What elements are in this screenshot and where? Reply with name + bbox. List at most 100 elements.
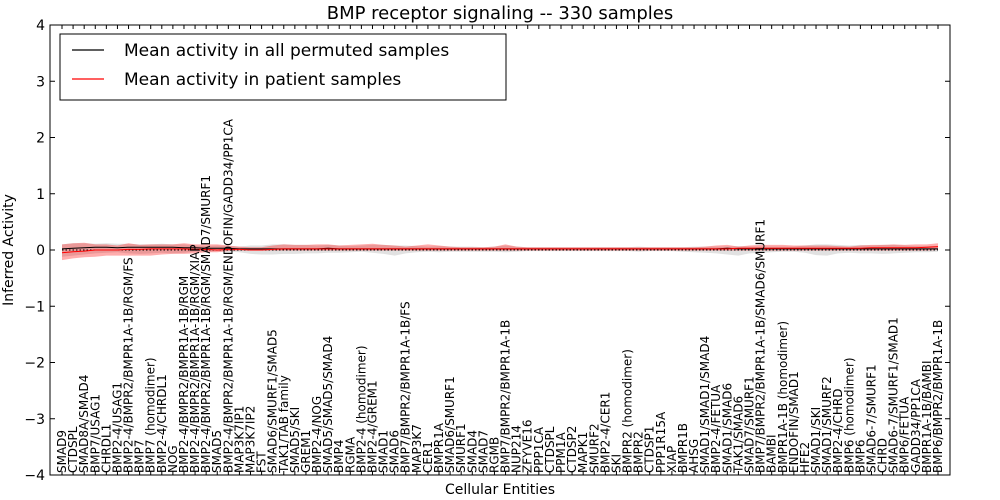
x-tick-label: BMP6 xyxy=(853,440,867,473)
x-tick-label: CTDSP1 xyxy=(643,426,657,473)
x-tick-label: ENDOFIN/SMAD1 xyxy=(787,371,801,473)
x-tick-label: BMP2-4/BMPR2/BMPR1A-1B/RGM/ENDOFIN/GADD3… xyxy=(221,118,235,473)
x-tick-label: BMP2-4/BMPR2/BMPR1A-1B/RGM/FS xyxy=(122,257,136,473)
y-tick-label: 3 xyxy=(36,74,45,90)
x-tick-label: BMPR1B xyxy=(676,423,690,473)
x-tick-label: MAP3K7IP1 xyxy=(232,406,246,473)
x-tick-label: BMP2-4/CHRD xyxy=(831,389,845,473)
x-tick-label: SMAD1/SMURF2 xyxy=(820,376,834,473)
legend: Mean activity in all permuted samples Mea… xyxy=(59,33,507,101)
x-tick-label: TAK1/SMAD6 xyxy=(731,396,745,474)
x-tick-label: GREM1 xyxy=(299,430,313,473)
x-tick-label: BMP2-4/FETUA xyxy=(709,384,723,473)
legend-label: Mean activity in patient samples xyxy=(124,70,401,90)
x-tick-label: BMP2-4/BMPR2/BMPR1A-1B/RGM xyxy=(177,276,191,473)
x-axis-label: Cellular Entities xyxy=(445,482,555,498)
x-tick-label: SMAD1/SMAD6 xyxy=(720,383,734,473)
y-tick-label: −3 xyxy=(24,412,45,428)
x-tick-label: SMAD5/SMAD5/SMAD4 xyxy=(321,336,335,473)
x-tick-label: BMP7 (homodimer) xyxy=(144,357,158,473)
x-tick-label: SMAD6/SMURF1/SMAD5 xyxy=(266,329,280,473)
x-tick-label: RGMB xyxy=(487,437,501,473)
x-tick-label: SMAD4 xyxy=(465,430,479,473)
x-tick-label: BMPR2 xyxy=(632,431,646,473)
x-tick-label: AHSG xyxy=(687,439,701,473)
x-tick-label: BMP7/USAG1 xyxy=(88,394,102,473)
x-tick-label: SMURF1 xyxy=(454,423,468,473)
x-tick-label: BMP2-4/NOG xyxy=(310,396,324,473)
axes: −4 −3 −2 −1 0 1 2 3 4 xyxy=(24,18,951,484)
x-tick-label: SMAD6-7/SMURF1/SMAD1 xyxy=(887,317,901,473)
x-tick-label: XIAP xyxy=(665,446,679,473)
x-tick-label: CTDSPL xyxy=(543,426,557,473)
x-tick-label: SMAD7/SMURF1 xyxy=(742,376,756,473)
x-tick-label: PPP1R15A xyxy=(654,411,668,473)
x-tick-label: SMAD6/SMURF1 xyxy=(443,376,457,473)
y-tick-label: −1 xyxy=(24,299,45,315)
x-tick-label: SMAD6 xyxy=(388,430,402,473)
x-tick-label: PPP1CA xyxy=(532,426,546,473)
patient-mean-line xyxy=(61,246,939,254)
x-tick-label: SMAD7 xyxy=(476,430,490,473)
x-tick-label: CTDSPL xyxy=(66,426,80,473)
x-tick-label: BMP2-4/USAG1 xyxy=(110,382,124,473)
x-tick-label: SMAD6-7/SMURF1 xyxy=(864,364,878,473)
x-tick-label: BMP7/BMPR2/BMPR1A-1B/FS xyxy=(399,301,413,473)
x-tick-label: BMP7/BMPR2/BMPR1A-1B xyxy=(499,320,513,473)
x-tick-label: BMP6 (homodimer) xyxy=(842,357,856,473)
x-tick-label: BMP4 xyxy=(332,440,346,473)
y-axis-label: Inferred Activity xyxy=(1,194,17,306)
x-tick-label: BMPR1A-1B (homodimer) xyxy=(776,321,790,473)
chart-title: BMP receptor signaling -- 330 samples xyxy=(327,3,674,24)
x-tick-label: BMP6/BMPR2/BMPR1A-1B xyxy=(931,320,945,473)
x-tick-label: MAP3K7 xyxy=(410,424,424,473)
x-tick-label: TAK1/TAB family xyxy=(277,375,291,474)
x-tick-label: BMP7 xyxy=(133,440,147,473)
x-tick-label: PPM1A xyxy=(554,432,568,473)
x-tick-label: CHRDL1 xyxy=(99,424,113,473)
x-tick-label: SMAD1 xyxy=(377,430,391,473)
x-tick-labels: SMAD9CTDSPLSMAD8A/SMAD4BMP7/USAG1CHRDL1B… xyxy=(55,118,945,474)
x-tick-label: BMP2-4/BMPR2/BMPR1A-1B/RGM/XIAP xyxy=(188,244,202,473)
y-tick-label: −4 xyxy=(24,468,45,484)
x-tick-label: NOG xyxy=(166,445,180,473)
x-tick-label: CHRD xyxy=(876,438,890,473)
x-tick-label: SMAD1/SKI xyxy=(809,407,823,473)
x-tick-label: SMAD9 xyxy=(55,430,69,473)
x-tick-label: CTDSP2 xyxy=(565,426,579,473)
x-tick-label: SMAD1/SMAD1/SMAD4 xyxy=(698,336,712,473)
x-tick-label: SMAD5 xyxy=(210,430,224,473)
x-tick-label: BMP2-4/CHRDL1 xyxy=(155,374,169,473)
x-tick-label: BMP6/FETUA xyxy=(898,396,912,473)
x-tick-label: BMP7/BMPR2/BMPR1A-1B/SMAD6/SMURF1 xyxy=(754,219,768,473)
x-tick-label: SMURF2 xyxy=(587,423,601,473)
x-tick-label: SMAD5/SKI xyxy=(288,407,302,473)
y-tick-label: 4 xyxy=(36,18,45,34)
legend-box xyxy=(59,33,507,101)
x-tick-label: CER1 xyxy=(421,441,435,473)
y-tick-label: 1 xyxy=(36,187,45,203)
x-tick-label: BMP2-4/BMPR2/BMPR1A-1B/RGM/SMAD7/SMURF1 xyxy=(199,175,213,473)
legend-label: Mean activity in all permuted samples xyxy=(124,41,449,61)
x-tick-label: NUP214 xyxy=(510,425,524,473)
x-tick-label: MAPK1 xyxy=(576,432,590,473)
x-tick-label: BMPR2 (homodimer) xyxy=(621,349,635,473)
x-tick-label: BAMBI xyxy=(765,434,779,473)
patient-band xyxy=(62,242,938,261)
x-tick-label: RGMA xyxy=(343,436,357,473)
x-tick-label: SKI xyxy=(609,454,623,473)
x-tick-label: SMAD8A/SMAD4 xyxy=(77,375,91,473)
x-tick-label: HFE2 xyxy=(798,442,812,473)
x-tick-label: GADD34/PP1CA xyxy=(909,378,923,473)
x-tick-label: BMP2-4 (homodimer) xyxy=(354,345,368,473)
x-tick-label: BMP2-4/CER1 xyxy=(598,392,612,473)
x-tick-label: BMPR1A-1B/BAMBI xyxy=(920,360,934,473)
x-tick-label: FST xyxy=(255,451,269,473)
y-tick-label: 2 xyxy=(36,131,45,147)
y-tick-label: 0 xyxy=(36,243,45,259)
y-tick-label: −2 xyxy=(24,356,45,372)
x-tick-label: ZFYVE16 xyxy=(521,419,535,473)
x-tick-label: BMPR1A xyxy=(432,422,446,473)
x-tick-label: MAP3K7IP2 xyxy=(244,406,258,473)
